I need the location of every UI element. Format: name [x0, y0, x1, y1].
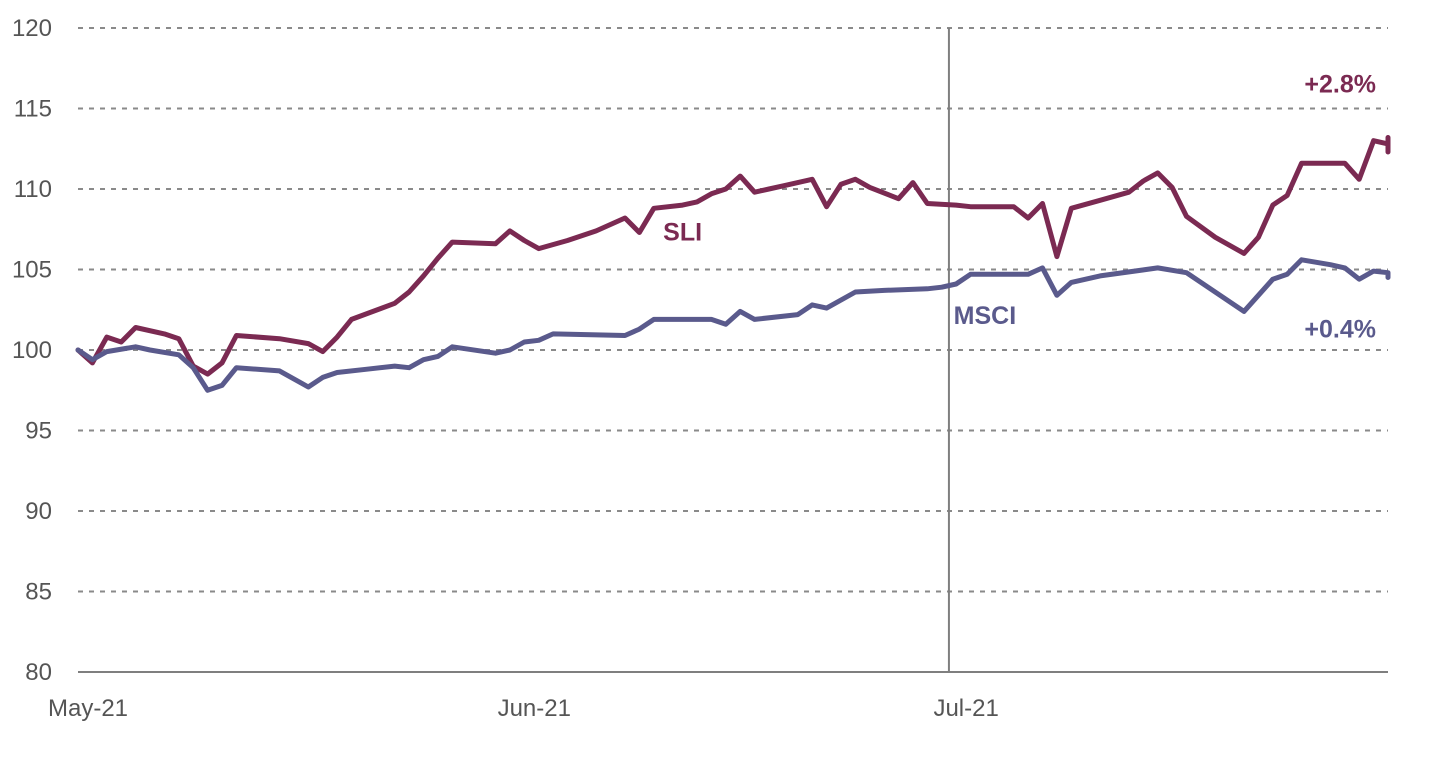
x-tick-label: Jun-21: [498, 695, 571, 722]
series-name-label: SLI: [663, 219, 702, 247]
axes: 80 85 90 95 100 105 110 115 120 May-21 Jun-21 Jul-2…: [12, 15, 1388, 722]
series-line-sli: [75, 135, 1391, 377]
y-tick-label: 95: [25, 418, 52, 445]
y-tick-label: 85: [25, 579, 52, 606]
x-tick-label: May-21: [48, 695, 128, 722]
x-tick-label: Jul-21: [933, 695, 998, 722]
chart-labels: +2.8% +0.4% SLI MSCI: [663, 70, 1376, 343]
series-lines: [75, 135, 1391, 393]
grid-lines: [78, 27, 1388, 593]
end-label-sli: +2.8%: [1304, 70, 1376, 98]
y-tick-label: 100: [12, 337, 52, 364]
y-tick-label: 110: [14, 176, 52, 203]
y-tick-label: 120: [12, 15, 52, 42]
y-tick-label: 115: [14, 96, 52, 123]
series-line-msci: [75, 257, 1391, 393]
series-name-label: MSCI: [954, 302, 1017, 330]
end-label-msci: +0.4%: [1304, 316, 1376, 344]
y-tick-label: 105: [12, 257, 52, 284]
y-tick-label: 90: [25, 498, 52, 525]
y-tick-label: 80: [25, 659, 52, 686]
